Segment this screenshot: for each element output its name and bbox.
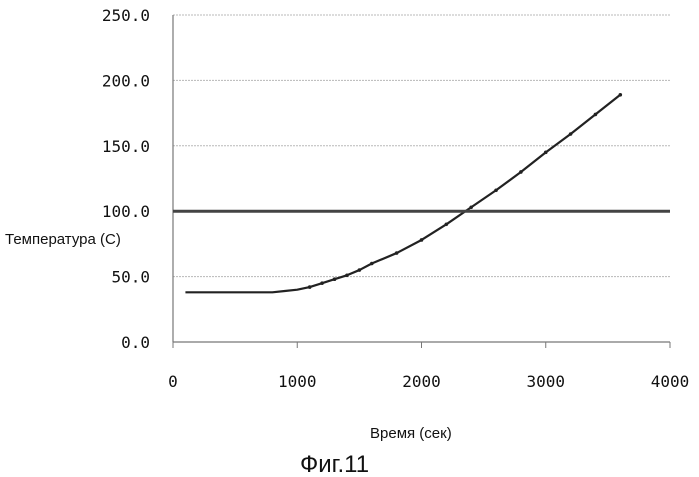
data-point: [320, 281, 324, 285]
y-tick-label: 250.0: [102, 6, 150, 25]
x-tick-label: 1000: [278, 372, 317, 391]
figure-caption: Фиг.11: [300, 451, 369, 477]
data-point: [494, 188, 498, 192]
x-tick-label: 0: [168, 372, 178, 391]
data-point: [345, 273, 349, 277]
y-tick-label: 100.0: [102, 202, 150, 221]
data-point: [619, 93, 623, 97]
data-point: [445, 222, 449, 226]
data-point: [420, 238, 424, 242]
y-tick-label: 200.0: [102, 71, 150, 90]
y-tick-label: 0.0: [121, 333, 150, 352]
data-point: [519, 170, 523, 174]
x-axis-label: Время (сек): [370, 425, 452, 442]
data-point: [594, 113, 598, 117]
y-tick-label: 150.0: [102, 137, 150, 156]
y-tick-label: 50.0: [111, 268, 150, 287]
axes: [173, 15, 670, 348]
data-point: [308, 285, 312, 289]
y-axis-label: Температура (С): [5, 231, 121, 248]
tick-labels: 0.0 50.0 100.0 150.0 200.0 250.0 0 1000 2000 3000…: [102, 6, 689, 391]
x-tick-label: 3000: [526, 372, 565, 391]
series-line-1: [185, 95, 620, 293]
data-point: [569, 132, 573, 136]
data-point: [370, 262, 374, 266]
data-point: [333, 277, 337, 281]
data-point: [469, 205, 473, 209]
series-layer: [173, 93, 670, 292]
data-point: [358, 268, 362, 272]
x-tick-label: 4000: [651, 372, 690, 391]
data-point: [544, 151, 548, 155]
data-point: [395, 251, 399, 255]
x-tick-label: 2000: [402, 372, 441, 391]
